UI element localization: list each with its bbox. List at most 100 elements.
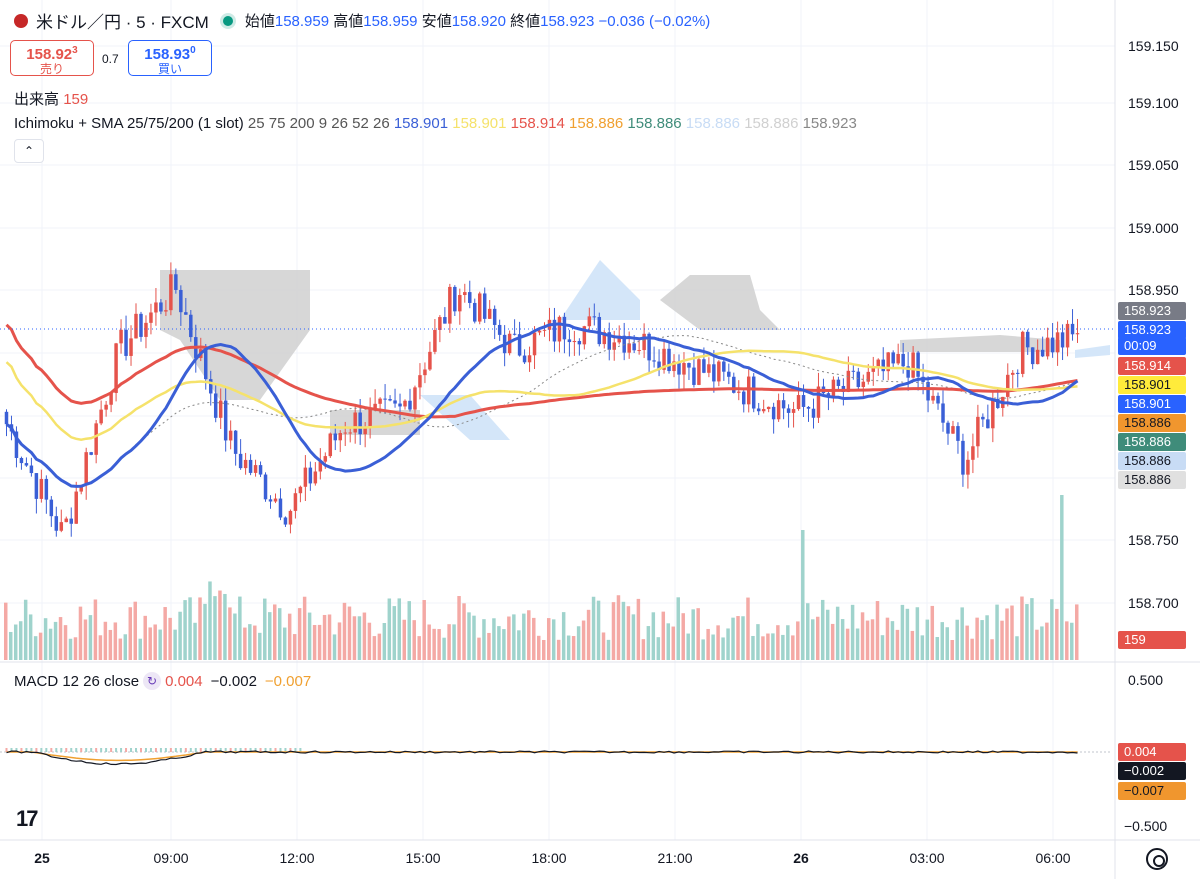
symbol-icon[interactable] [14,13,28,28]
gear-icon[interactable] [1146,848,1168,870]
price-tag: 0.004 [1118,743,1186,761]
macd-histogram-bar [299,748,302,752]
macd-histogram-bar [20,748,23,752]
volume-bar [965,625,969,660]
candle-body [159,302,163,312]
candle-body [184,312,188,315]
macd-legend[interactable]: MACD 12 26 close ↻ 0.004 −0.002 −0.007 [14,672,319,690]
candle-body [1025,331,1030,348]
price-tag: −0.002 [1118,762,1186,780]
macd-histogram-bar [25,748,28,752]
candle-body [617,335,621,343]
macd-histogram-bar [55,748,58,752]
volume-bar [820,599,825,660]
candle-body [981,416,985,420]
macd-histogram-bar [164,748,167,752]
volume-bar [1030,598,1034,660]
volume-bar [367,622,372,660]
macd-histogram-bar [139,748,142,752]
volume-bar [1065,621,1069,660]
close-value: 158.923 [540,13,595,30]
volume-bar [347,606,352,660]
macd-axis-label: 0.500 [1128,672,1164,688]
candle-body [348,432,352,434]
candle-body [413,387,417,410]
candle-body [796,395,801,410]
collapse-legend-button[interactable]: ⌃ [14,139,44,163]
candle-body [806,406,811,409]
candle-body [776,400,781,420]
refresh-icon[interactable]: ↻ [143,672,162,690]
macd-histogram-bar [224,748,227,752]
candle-body [976,416,980,447]
sell-label: 売り [39,62,64,76]
candle-body [1040,349,1045,357]
volume-bar [4,602,8,660]
volume-bar [621,601,626,660]
macd-histogram-bar [70,748,73,752]
price-tag: 158.923 [1118,321,1186,339]
candle-body [303,467,308,487]
volume-bar [641,639,646,660]
candle-body [961,440,965,475]
macd-histogram-bar [274,748,277,752]
candle-body [164,310,168,312]
volume-bar [198,597,202,660]
volume-bar [985,615,989,660]
macd-histogram-bar [159,748,162,752]
volume-bar [133,601,137,660]
sell-button[interactable]: 158.923 売り [10,40,94,76]
volume-bar [292,634,297,660]
candle-body [363,427,367,435]
candle-body [79,484,83,492]
candle-body [129,338,133,356]
volume-bar [900,604,905,660]
ichimoku-cloud [560,260,640,320]
volume-bar [437,629,441,660]
candle-body [567,339,572,343]
volume-bar [412,620,416,660]
candle-body [243,459,248,469]
high-label: 高値 [333,13,364,30]
volume-bar [990,639,994,660]
volume-bar [452,624,456,660]
volume-bar [88,615,93,660]
macd-histogram-bar [209,748,212,752]
volume-bar [995,604,999,660]
open-value: 158.959 [274,13,330,30]
volume-bar [432,628,436,660]
macd-histogram-bar [249,748,252,752]
candle-body [388,399,392,401]
candle-body [139,313,143,337]
candle-body [487,308,492,319]
price-axis-label: 158.750 [1128,532,1179,548]
price-tag: 00:09 [1118,337,1186,355]
volume-bar [402,619,406,660]
indicator-legend[interactable]: Ichimoku + SMA 25/75/200 (1 slot) 25 75 … [14,115,857,132]
macd-histogram-bar [184,748,187,752]
candle-body [482,293,487,319]
volume-bar [1020,596,1024,660]
buy-button[interactable]: 158.930 買い [128,40,212,76]
tradingview-logo-icon[interactable]: 17 [16,806,39,831]
volume-bar [631,614,636,660]
volume-bar [43,618,48,660]
volume-bar [950,639,954,660]
time-axis-label: 12:00 [279,850,315,866]
volume-legend[interactable]: 出来高 159 [14,88,88,109]
volume-bar [1035,629,1039,660]
macd-histogram-bar [110,748,113,752]
macd-histogram-bar [40,748,43,752]
volume-bar [477,637,481,660]
symbol-title[interactable]: 米ドル／円 · 5 · FXCM [36,13,209,32]
candle-body [453,286,457,312]
volume-bar [656,637,661,660]
candle-body [253,465,258,473]
candle-body [861,381,866,387]
low-value: 158.920 [451,13,506,30]
volume-bar [761,636,765,660]
volume-bar [83,619,88,660]
price-tag: −0.007 [1118,782,1186,800]
candle-body [931,395,935,401]
